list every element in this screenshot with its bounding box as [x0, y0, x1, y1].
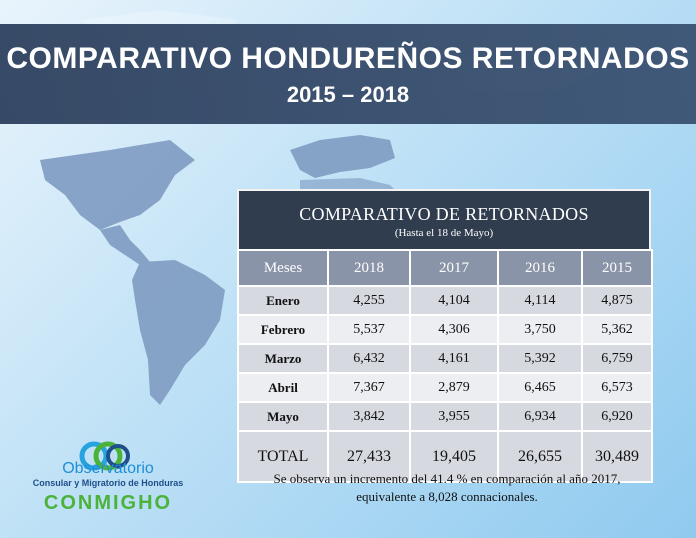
value-cell: 4,114 — [497, 285, 583, 316]
title-banner: COMPARATIVO HONDUREÑOS RETORNADOS 2015 –… — [0, 24, 696, 124]
table-row: Marzo 6,432 4,161 5,392 6,759 — [237, 343, 653, 374]
value-cell: 5,392 — [497, 343, 583, 374]
table-row: Enero 4,255 4,104 4,114 4,875 — [237, 285, 653, 316]
value-cell: 5,362 — [581, 314, 653, 345]
data-table: Meses 2018 2017 2016 2015 Enero 4,255 4,… — [237, 249, 653, 483]
total-cell: 27,433 — [327, 430, 411, 483]
table-row: Mayo 3,842 3,955 6,934 6,920 — [237, 401, 653, 432]
month-cell: Febrero — [237, 314, 329, 345]
value-cell: 7,367 — [327, 372, 411, 403]
value-cell: 5,537 — [327, 314, 411, 345]
month-cell: Marzo — [237, 343, 329, 374]
value-cell: 6,573 — [581, 372, 653, 403]
page-subtitle: 2015 – 2018 — [286, 82, 410, 107]
total-cell: 26,655 — [497, 430, 583, 483]
value-cell: 6,759 — [581, 343, 653, 374]
table-row: Febrero 5,537 4,306 3,750 5,362 — [237, 314, 653, 345]
logo-line-1: Observatorio — [62, 460, 154, 477]
total-label: TOTAL — [237, 430, 329, 483]
value-cell: 2,879 — [409, 372, 499, 403]
value-cell: 4,104 — [409, 285, 499, 316]
value-cell: 6,934 — [497, 401, 583, 432]
footnote: Se observa un incremento del 41.4 % en c… — [232, 470, 662, 506]
logo-line-2: Consular y Migratorio de Honduras — [32, 478, 184, 488]
page-title: COMPARATIVO HONDUREÑOS RETORNADOS — [6, 42, 690, 75]
value-cell: 4,255 — [327, 285, 411, 316]
column-header: 2015 — [581, 249, 653, 287]
column-header: 2018 — [327, 249, 411, 287]
value-cell: 6,465 — [497, 372, 583, 403]
total-cell: 19,405 — [409, 430, 499, 483]
total-cell: 30,489 — [581, 430, 653, 483]
logo-line-3: CONMIGHO — [43, 492, 173, 514]
table-title: COMPARATIVO DE RETORNADOS — [299, 204, 589, 224]
column-header: Meses — [237, 249, 329, 287]
value-cell: 6,920 — [581, 401, 653, 432]
table-header: COMPARATIVO DE RETORNADOS (Hasta el 18 d… — [237, 189, 651, 249]
value-cell: 6,432 — [327, 343, 411, 374]
logo-circles-icon — [79, 441, 130, 471]
footnote-line-2: equivalente a 8,028 connacionales. — [356, 489, 538, 504]
footnote-line-1: Se observa un incremento del 41.4 % en c… — [273, 471, 621, 486]
value-cell: 3,955 — [409, 401, 499, 432]
value-cell: 4,875 — [581, 285, 653, 316]
column-header: 2017 — [409, 249, 499, 287]
comparison-table: COMPARATIVO DE RETORNADOS (Hasta el 18 d… — [237, 189, 653, 483]
conmigho-logo: Observatorio Consular y Migratorio de Ho… — [18, 440, 198, 520]
month-cell: Abril — [237, 372, 329, 403]
month-cell: Enero — [237, 285, 329, 316]
value-cell: 4,161 — [409, 343, 499, 374]
total-row: TOTAL 27,433 19,405 26,655 30,489 — [237, 430, 653, 483]
value-cell: 3,750 — [497, 314, 583, 345]
table-row: Abril 7,367 2,879 6,465 6,573 — [237, 372, 653, 403]
column-header-row: Meses 2018 2017 2016 2015 — [237, 249, 653, 287]
table-note: (Hasta el 18 de Mayo) — [394, 227, 494, 239]
value-cell: 3,842 — [327, 401, 411, 432]
column-header: 2016 — [497, 249, 583, 287]
value-cell: 4,306 — [409, 314, 499, 345]
month-cell: Mayo — [237, 401, 329, 432]
